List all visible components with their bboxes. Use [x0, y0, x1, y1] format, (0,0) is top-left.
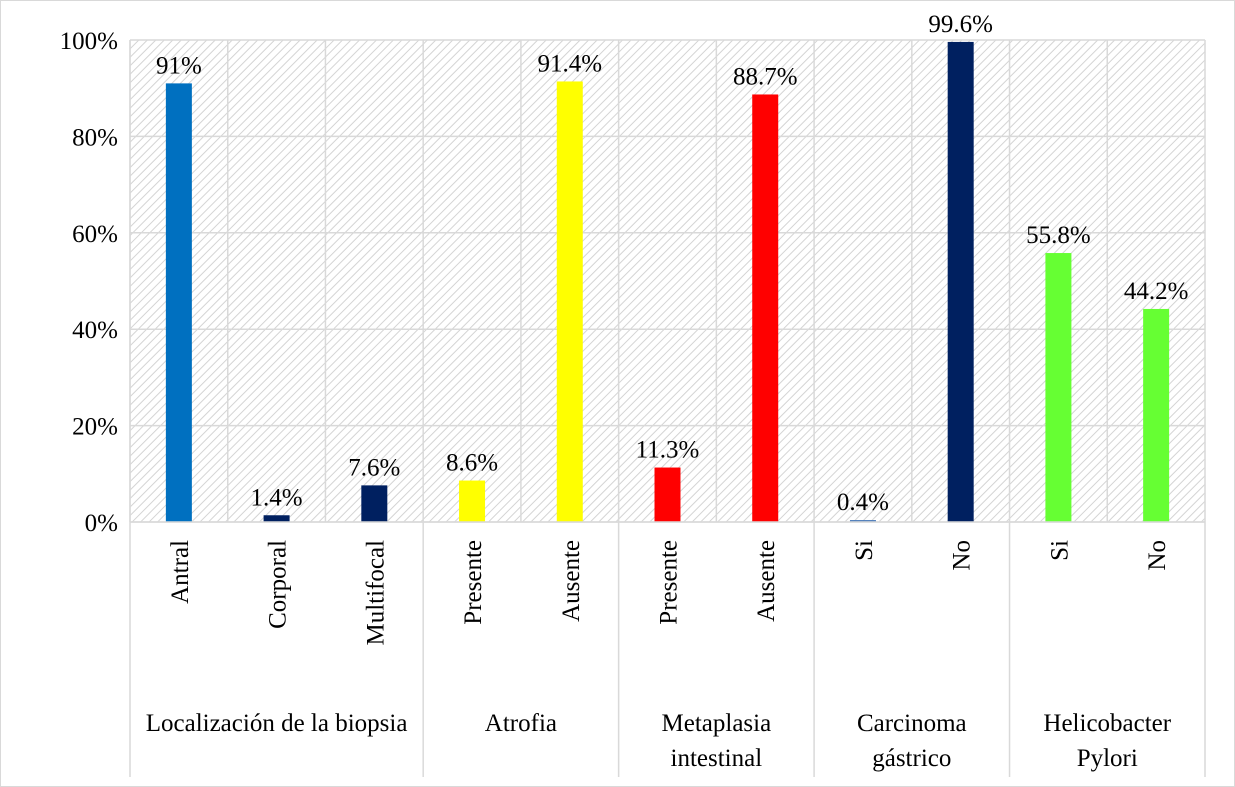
plot-area: [130, 40, 1205, 522]
x-tick-label: Ausente: [753, 540, 780, 622]
data-label: 1.4%: [251, 484, 303, 511]
group-label: Atrofia: [484, 710, 557, 737]
y-tick-label: 0%: [85, 510, 118, 537]
y-tick-label: 100%: [60, 28, 118, 55]
data-label: 55.8%: [1026, 222, 1091, 249]
group-label-box: Metaplasia intestinal: [661, 710, 772, 772]
y-tick-label: 60%: [72, 221, 118, 248]
y-tick-label: 20%: [72, 414, 118, 441]
data-label: 88.7%: [733, 63, 798, 90]
group-label-box: Helicobacter Pylori: [1043, 710, 1172, 772]
data-label: 99.6%: [928, 11, 993, 38]
group-label-box: Atrofia: [484, 710, 557, 737]
x-tick-label: Corporal: [265, 540, 292, 629]
x-tick-label: Multifocal: [362, 540, 389, 646]
x-tick-label: Presente: [460, 540, 487, 625]
bar: [263, 515, 290, 522]
x-tick-label: Si: [851, 540, 878, 561]
bar: [459, 480, 486, 522]
bar: [947, 41, 974, 522]
x-tick-label: Antral: [167, 540, 194, 604]
bar: [361, 485, 388, 522]
group-label: Metaplasia intestinal: [661, 710, 772, 772]
bar: [1045, 253, 1072, 522]
group-label-box: Localización de la biopsia: [145, 710, 408, 737]
bar: [654, 467, 681, 522]
data-label: 8.6%: [446, 450, 498, 477]
data-label: 91%: [156, 52, 202, 79]
data-label: 0.4%: [837, 489, 889, 516]
x-tick-label: No: [949, 540, 976, 571]
data-label: 44.2%: [1124, 278, 1189, 305]
group-label: Helicobacter Pylori: [1043, 710, 1172, 772]
x-tick-label: Si: [1046, 540, 1073, 561]
x-tick-label: Ausente: [558, 540, 585, 622]
bar: [849, 520, 876, 522]
y-tick-label: 80%: [72, 124, 118, 151]
group-label: Localización de la biopsia: [145, 710, 408, 737]
group-label: Carcinoma gástrico: [856, 710, 967, 772]
x-tick-label: Presente: [656, 540, 683, 625]
bar: [752, 94, 779, 522]
x-tick-label: No: [1144, 540, 1171, 571]
bar: [165, 83, 192, 522]
y-tick-label: 40%: [72, 317, 118, 344]
bar: [1143, 308, 1170, 522]
data-label: 11.3%: [636, 437, 700, 464]
bar: [556, 81, 583, 523]
data-label: 91.4%: [537, 50, 602, 77]
group-label-box: Carcinoma gástrico: [856, 710, 967, 772]
data-label: 7.6%: [348, 454, 400, 481]
